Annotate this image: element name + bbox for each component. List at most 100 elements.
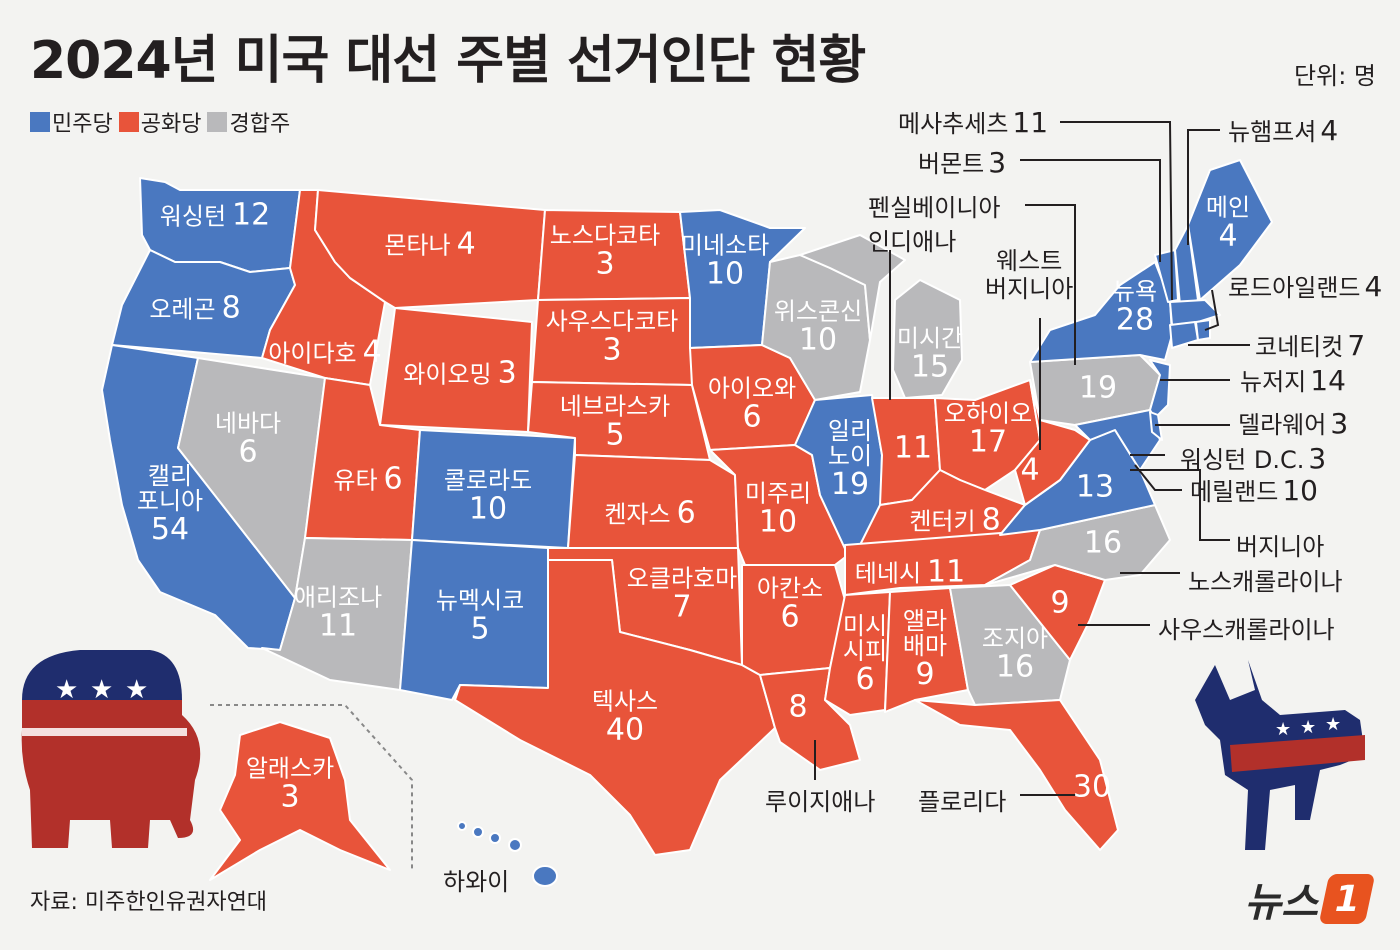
callout-vt-votes: 3 <box>988 146 1007 179</box>
label-sd: 사우스다코타 3 <box>545 307 679 368</box>
state-mi <box>799 234 906 341</box>
callout-ma-name: 메사추세츠 <box>898 110 1009 138</box>
label-ar: 아칸소 6 <box>756 574 824 635</box>
label-il: 일리 노이 19 <box>827 417 873 503</box>
callout-ma: 메사추세츠 11 <box>898 104 1048 139</box>
callout-va: 버지니아 <box>1236 533 1325 561</box>
callout-dc-votes: 3 <box>1308 442 1327 475</box>
label-wv: 4 <box>1020 452 1040 488</box>
label-az: 애리조나 11 <box>293 583 383 644</box>
state-mi-lower <box>892 279 963 399</box>
legend-label-rep: 공화당 <box>140 112 202 137</box>
label-nd: 노스다코타 3 <box>549 221 661 282</box>
label-ia: 아이오와 6 <box>707 374 797 435</box>
callout-nj-name: 뉴저지 <box>1240 368 1307 396</box>
callout-nj-votes: 14 <box>1310 364 1346 397</box>
callout-nc: 노스캐롤라이나 <box>1188 568 1343 596</box>
state-ma <box>1169 299 1221 326</box>
callout-dc: 워싱턴 D.C. 3 <box>1180 440 1326 475</box>
state-sc <box>1009 564 1106 661</box>
label-nv: 네바다 6 <box>214 409 282 470</box>
label-fl: 30 <box>1072 769 1112 805</box>
callout-wv: 웨스트 버지니아 <box>985 247 1074 303</box>
label-ny: 뉴욕 28 <box>1112 277 1158 338</box>
callout-md: 메릴랜드 10 <box>1190 472 1318 507</box>
callout-nj: 뉴저지 14 <box>1240 362 1346 397</box>
callout-de-votes: 3 <box>1330 407 1349 440</box>
callout-vt-name: 버몬트 <box>918 150 985 178</box>
svg-text:★: ★ <box>90 675 113 705</box>
callout-ct: 코네티컷 7 <box>1255 327 1365 362</box>
svg-text:★: ★ <box>1300 717 1316 738</box>
democratic-donkey-icon: ★ ★ ★ <box>1195 660 1365 850</box>
legend-swatch-swing <box>207 112 228 132</box>
legend-item-rep: 공화당 <box>118 106 202 138</box>
callout-vt: 버몬트 3 <box>918 144 1006 179</box>
callout-ct-name: 코네티컷 <box>1255 333 1344 361</box>
svg-text:★: ★ <box>55 675 78 705</box>
callout-md-votes: 10 <box>1282 474 1318 507</box>
legend-label-swing: 경합주 <box>229 112 291 137</box>
label-mi: 미시간 15 <box>896 324 964 385</box>
state-tx <box>454 559 776 856</box>
label-ga: 조지아 16 <box>981 624 1049 685</box>
label-nm: 뉴멕시코 5 <box>435 586 525 647</box>
label-tx: 텍사스 40 <box>591 687 659 748</box>
label-mn: 미네소타 10 <box>680 231 770 292</box>
callout-nh-name: 뉴햄프셔 <box>1228 118 1317 146</box>
legend-label-dem: 민주당 <box>52 112 113 137</box>
label-ut: 유타 6 <box>333 461 403 497</box>
label-ms: 미시 시피 6 <box>842 612 888 698</box>
label-or: 오레곤 8 <box>149 290 241 326</box>
label-id: 아이다호 4 <box>268 334 382 370</box>
brand-text: 뉴스 <box>1244 880 1318 926</box>
callout-ri: 로드아일랜드 4 <box>1228 268 1382 303</box>
label-mo: 미주리 10 <box>744 479 812 540</box>
callout-pa: 펜실베이니아 <box>868 194 1001 222</box>
svg-text:★: ★ <box>1275 719 1291 740</box>
callout-de: 델라웨어 3 <box>1238 405 1348 440</box>
state-ak <box>209 721 391 881</box>
callout-wv-name: 웨스트 버지니아 <box>985 247 1074 303</box>
label-va: 13 <box>1075 469 1115 505</box>
callout-md-name: 메릴랜드 <box>1190 478 1279 506</box>
source-note: 자료: 미주한인유권자연대 <box>30 890 268 915</box>
label-oh: 오하이오 17 <box>943 399 1033 460</box>
label-mt: 몬타나 4 <box>384 226 476 262</box>
callout-de-name: 델라웨어 <box>1238 411 1327 439</box>
label-ok: 오클라호마 7 <box>626 564 738 625</box>
callout-ri-name: 로드아일랜드 <box>1228 274 1361 302</box>
brand-badge: 1 <box>1318 874 1376 924</box>
state-hi <box>457 821 558 887</box>
callout-ct-votes: 7 <box>1347 329 1366 362</box>
svg-text:★: ★ <box>1325 714 1341 735</box>
state-nc <box>984 504 1171 586</box>
legend-swatch-dem <box>30 112 50 132</box>
page-title: 2024년 미국 대선 주별 선거인단 현황 <box>30 31 866 91</box>
label-ks: 켄자스 6 <box>604 495 696 531</box>
callout-la: 루이지애나 <box>765 788 876 816</box>
label-ak: 알래스카 3 <box>245 754 335 815</box>
callout-sc: 사우스캐롤라이나 <box>1158 616 1335 644</box>
label-tn: 테네시 11 <box>854 554 966 590</box>
callout-ri-votes: 4 <box>1364 270 1383 303</box>
callout-in: 인디애나 <box>868 228 957 256</box>
callout-nh: 뉴햄프셔 4 <box>1228 112 1338 147</box>
state-al <box>884 587 969 713</box>
label-wa: 워싱턴 12 <box>159 197 271 233</box>
label-wi: 위스콘신 10 <box>773 297 863 358</box>
leader-lines <box>814 121 1250 796</box>
label-co: 콜로라도 10 <box>443 466 533 527</box>
republican-elephant-icon: ★ ★ ★ <box>21 650 201 848</box>
legend-swatch-rep <box>118 112 139 132</box>
svg-text:★: ★ <box>125 675 148 705</box>
label-al: 앨라 배마 9 <box>902 607 948 693</box>
unit-label: 단위: 명 <box>1294 62 1376 90</box>
callout-dc-name: 워싱턴 D.C. <box>1180 446 1305 474</box>
label-ca: 캘리 포니아 54 <box>136 462 204 548</box>
state-fl <box>914 699 1119 851</box>
callout-hi: 하와이 <box>443 868 510 896</box>
legend-item-dem: 민주당 <box>30 106 113 138</box>
callout-ma-votes: 11 <box>1012 106 1049 139</box>
